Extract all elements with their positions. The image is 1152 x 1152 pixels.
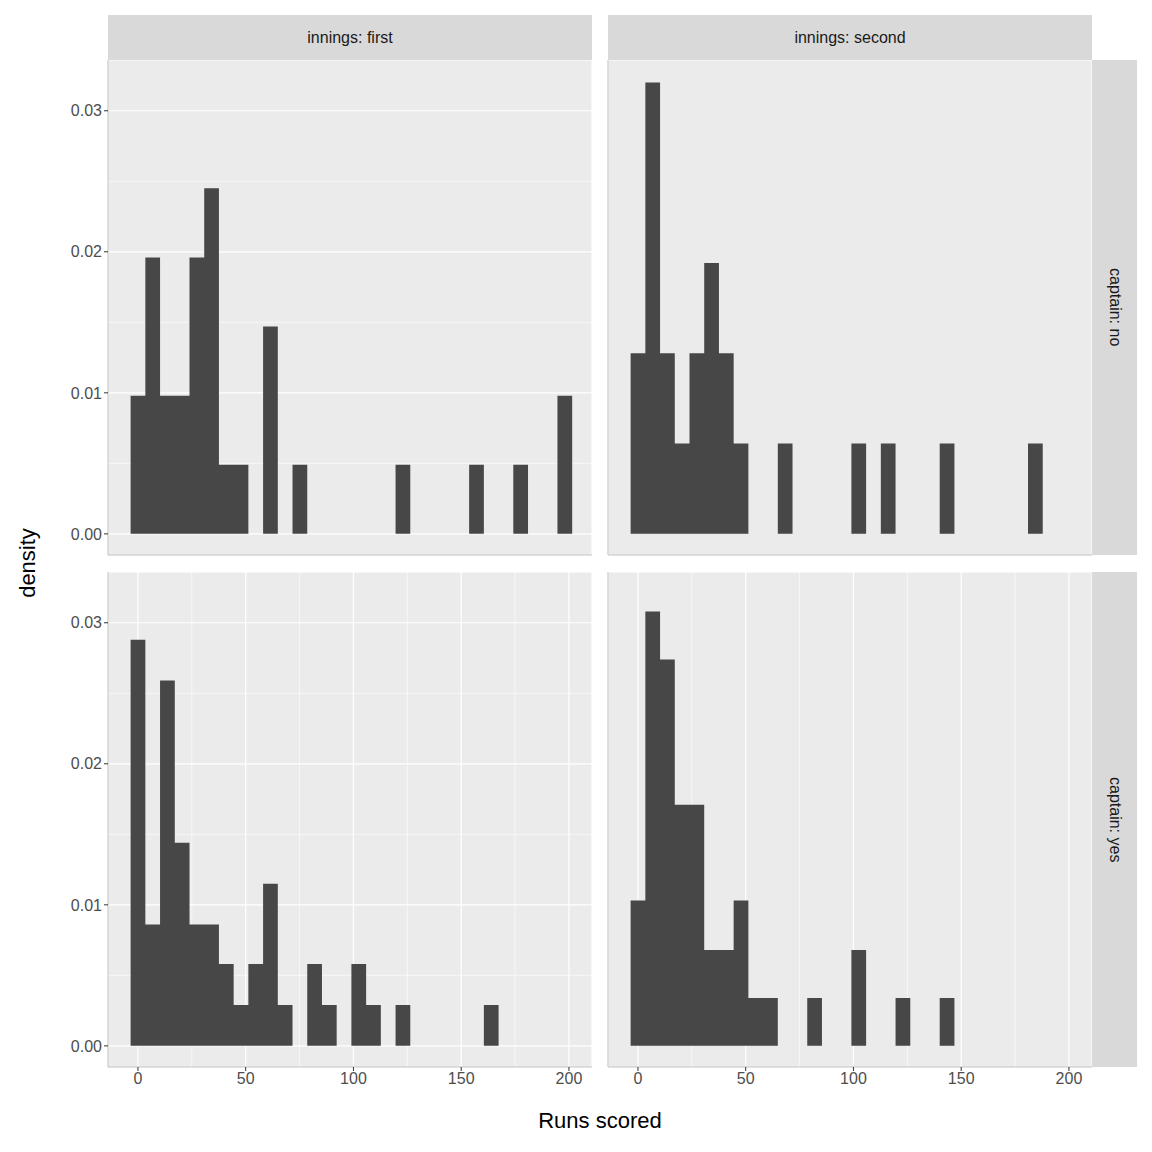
svg-text:0: 0 xyxy=(134,1070,143,1087)
svg-text:150: 150 xyxy=(448,1070,475,1087)
svg-text:100: 100 xyxy=(840,1070,867,1087)
svg-text:0.00: 0.00 xyxy=(71,526,102,543)
html-text:density: density xyxy=(15,528,40,598)
html-text:captain: no: captain: no xyxy=(1106,268,1124,347)
svg-text:50: 50 xyxy=(737,1070,755,1087)
html-text:innings: second: innings: second xyxy=(794,28,906,46)
html-text:innings: first: innings: first xyxy=(307,28,393,46)
svg-text:200: 200 xyxy=(556,1070,583,1087)
html-text:Runs scored: Runs scored xyxy=(538,1108,662,1133)
svg-text:100: 100 xyxy=(340,1070,367,1087)
html-text:captain: yes: captain: yes xyxy=(1106,776,1124,863)
svg-text:50: 50 xyxy=(237,1070,255,1087)
svg-text:150: 150 xyxy=(948,1070,975,1087)
svg-text:200: 200 xyxy=(1056,1070,1083,1087)
svg-text:0.02: 0.02 xyxy=(71,755,102,772)
svg-text:0.00: 0.00 xyxy=(71,1038,102,1055)
svg-text:0.03: 0.03 xyxy=(71,102,102,119)
svg-text:0.01: 0.01 xyxy=(71,385,102,402)
svg-text:0.01: 0.01 xyxy=(71,897,102,914)
svg-text:0.03: 0.03 xyxy=(71,614,102,631)
svg-text:0: 0 xyxy=(634,1070,643,1087)
svg-text:0.02: 0.02 xyxy=(71,243,102,260)
